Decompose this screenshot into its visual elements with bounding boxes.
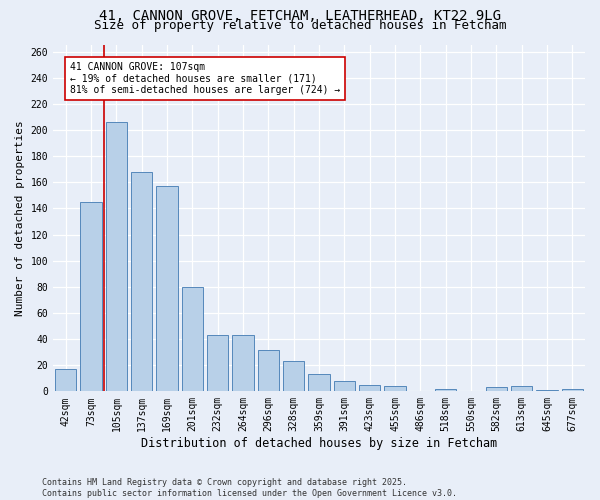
Bar [182,287,203,392]
Bar [562,388,583,392]
Bar [232,335,254,392]
Text: Contains HM Land Registry data © Crown copyright and database right 2025.
Contai: Contains HM Land Registry data © Crown c… [42,478,457,498]
Text: 41 CANNON GROVE: 107sqm
← 19% of detached houses are smaller (171)
81% of semi-d: 41 CANNON GROVE: 107sqm ← 19% of detache… [70,62,341,95]
Bar [384,386,406,392]
Bar [55,369,76,392]
Bar [308,374,330,392]
Bar [207,335,229,392]
X-axis label: Distribution of detached houses by size in Fetcham: Distribution of detached houses by size … [141,437,497,450]
Bar [435,388,457,392]
Text: 41, CANNON GROVE, FETCHAM, LEATHERHEAD, KT22 9LG: 41, CANNON GROVE, FETCHAM, LEATHERHEAD, … [99,9,501,23]
Bar [511,386,532,392]
Text: Size of property relative to detached houses in Fetcham: Size of property relative to detached ho… [94,19,506,32]
Bar [156,186,178,392]
Bar [283,362,304,392]
Bar [131,172,152,392]
Bar [106,122,127,392]
Bar [359,385,380,392]
Bar [80,202,102,392]
Bar [257,350,279,392]
Y-axis label: Number of detached properties: Number of detached properties [15,120,25,316]
Bar [485,388,507,392]
Bar [334,381,355,392]
Bar [536,390,558,392]
